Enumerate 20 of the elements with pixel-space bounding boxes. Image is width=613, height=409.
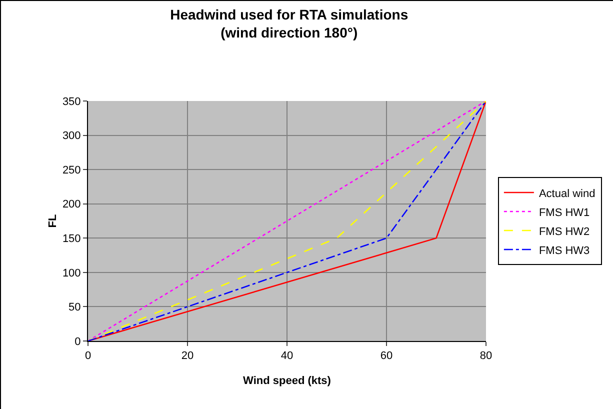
y-tick-label: 250 <box>62 164 81 176</box>
legend-label: FMS HW1 <box>538 206 590 219</box>
legend-label: Actual wind <box>538 188 596 200</box>
y-axis-title: FL <box>47 214 59 228</box>
y-tick-label: 350 <box>62 96 81 108</box>
y-tick-label: 0 <box>74 336 81 348</box>
y-tick-label: 50 <box>68 302 81 314</box>
y-tick-label: 200 <box>62 198 81 211</box>
x-tick-label: 80 <box>480 350 492 362</box>
x-axis-title: Wind speed (kts) <box>243 375 332 387</box>
x-tick-label: 20 <box>181 350 194 362</box>
y-tick-label: 100 <box>62 267 81 280</box>
y-tick-label: 150 <box>62 232 81 245</box>
chart-title: Headwind used for RTA simulations (wind direction 180°) <box>170 6 408 41</box>
y-tick-label: 300 <box>62 130 81 142</box>
x-tick-label: 60 <box>380 350 393 362</box>
x-tick-label: 40 <box>280 350 294 362</box>
legend-label: FMS HW2 <box>538 226 590 238</box>
x-tick-label: 0 <box>84 350 92 362</box>
legend-label: FMS HW3 <box>538 244 590 257</box>
